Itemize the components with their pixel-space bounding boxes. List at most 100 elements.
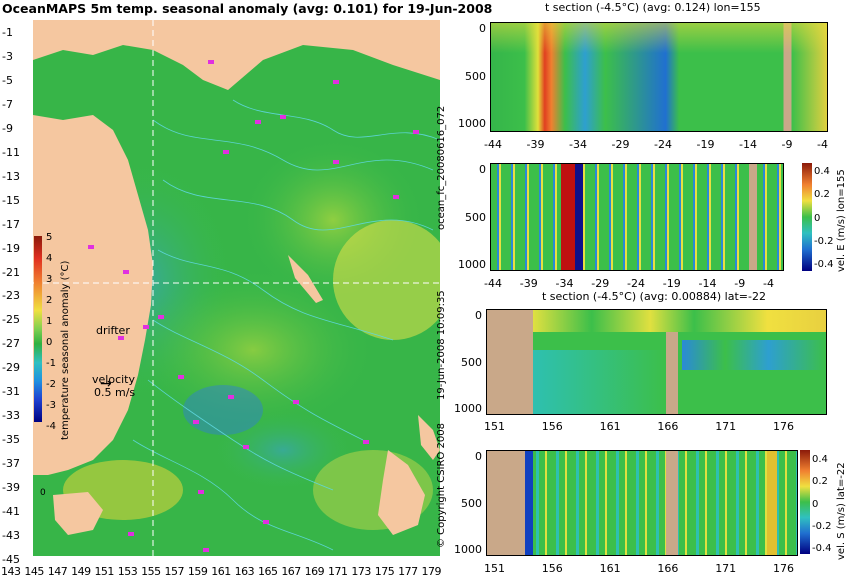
x-tick: 151 [484,562,505,575]
drifter-legend-marker [118,336,124,340]
lon-tick: 153 [117,565,138,578]
x-tick: -44 [484,277,502,290]
lon-tick: 143 [1,565,21,578]
cbar-tick: -2 [46,379,56,390]
x-tick: 161 [599,562,621,575]
anomaly-map[interactable] [33,20,440,556]
panel1-surface-layer [491,23,827,53]
latitude-axis: -1 -3 -5 -7 -9 -11 -13 -15 -17 -19 -21 -… [2,26,32,566]
lat-tick: -13 [2,169,20,183]
lat-tick: -3 [2,49,13,63]
panel2-colorbar-label: vel. E (m/s) lon=155 [836,169,847,272]
x-tick: 171 [715,562,737,575]
map-canvas [33,20,440,556]
cbar-tick: -0.4 [814,259,834,270]
x-tick: -9 [781,138,793,151]
x-tick: -29 [591,277,610,290]
panel1-xaxis: -44 -39 -34 -29 -24 -19 -14 -9 -4 [484,138,828,151]
panel4-warm-band [767,451,777,555]
y-tick: 500 [465,210,486,224]
cbar-tick: 0.4 [814,166,830,177]
x-tick: 166 [657,562,679,575]
x-tick: -39 [526,138,545,151]
panel3-cool-region [533,350,666,414]
y-tick: 1000 [458,117,486,130]
lat-tick: -45 [2,552,20,566]
x-tick: 176 [772,562,794,575]
panel3-xaxis: 151 156 161 166 171 176 [484,420,794,433]
panel2-colorbar-ticks: 0.4 0.2 0 -0.2 -0.4 [814,166,834,270]
cbar-tick: -0.2 [814,235,834,247]
lat-tick: -9 [2,121,13,135]
cbar-tick: 0.4 [812,454,828,465]
x-tick: 156 [541,562,563,575]
lat-tick: -5 [2,73,13,87]
lat-tick: -7 [2,97,13,111]
lat-tick: -27 [2,337,20,351]
x-tick: 151 [484,420,505,433]
panel3-subsurface-band [682,340,826,370]
x-tick: -19 [696,138,715,151]
panel4-land-mask [666,451,678,555]
x-tick: 176 [772,420,794,433]
lat-tick: -29 [2,361,20,375]
panel4-colorbar-ticks: 0.4 0.2 0 -0.2 -0.4 [812,454,832,554]
lat-tick: -15 [2,193,20,207]
cbar-tick: -4 [46,421,56,432]
y-tick: 1000 [458,258,486,271]
panel2-xaxis: -44 -39 -34 -29 -24 -19 -14 -9 -4 [484,277,774,290]
y-tick: 0 [475,450,482,463]
lon-tick: 169 [304,565,325,578]
lat-tick: -11 [2,145,20,159]
panel3-yaxis: 0 500 1000 [454,309,482,415]
map-colorbar [34,236,42,422]
cbar-tick: 2 [46,295,53,306]
cbar-tick: 4 [46,253,53,264]
panel3-land [487,310,533,414]
cbar-tick: -1 [46,358,56,369]
velocity-legend-value: 0.5 m/s [94,386,136,399]
cbar-tick: 0.2 [814,189,830,201]
x-tick: 171 [715,420,737,433]
x-tick: -29 [611,138,630,151]
issued-text: 19-Jun-2008 10:09:35 [436,290,447,400]
copyright-text: © Copyright CSIRO 2008 [436,423,447,548]
x-tick: -24 [627,277,645,290]
x-tick: 156 [541,420,563,433]
cbar-tick: -0.2 [812,520,832,532]
lat-tick: -43 [2,529,20,543]
x-tick: -9 [734,277,746,290]
lat-tick: -39 [2,481,20,495]
velocity-legend-label: velocity [92,373,135,386]
y-tick: 1000 [454,543,482,556]
velocity-arrow-icon: → [100,376,112,392]
panel4-boundary-current [525,451,533,555]
panel4-colorbar [800,450,810,554]
panel4-land [487,451,525,555]
x-tick: -4 [817,138,828,151]
lon-tick: 179 [421,565,441,578]
y-tick: 500 [465,69,486,83]
lon-tick: 149 [71,565,91,578]
lon-tick: 163 [234,565,255,578]
lat-tick: -31 [2,385,20,399]
lon-tick: 165 [257,565,278,578]
panel3-section[interactable] [486,309,827,415]
lat-tick: -35 [2,433,20,447]
x-tick: -44 [484,138,502,151]
panel4-yaxis: 0 500 1000 [454,450,482,556]
lat-tick: -17 [2,217,20,231]
panel1-title: t section (-4.5°C) (avg: 0.124) lon=155 [545,1,761,14]
cbar-tick: 1 [46,316,53,327]
cbar-tick: 0 [812,498,819,510]
panel4-section[interactable] [486,450,798,556]
lat-tick: -37 [2,457,20,471]
x-tick: -34 [569,138,587,151]
cbar-tick: -3 [46,400,56,411]
lon-tick: 161 [211,565,231,578]
panel1-section[interactable] [490,22,828,132]
panel3-title: t section (-4.5°C) (avg: 0.00884) lat=-2… [542,290,766,303]
panel2-strong-west-band [575,164,583,270]
y-tick: 500 [461,496,482,510]
panel2-section[interactable] [490,163,784,271]
